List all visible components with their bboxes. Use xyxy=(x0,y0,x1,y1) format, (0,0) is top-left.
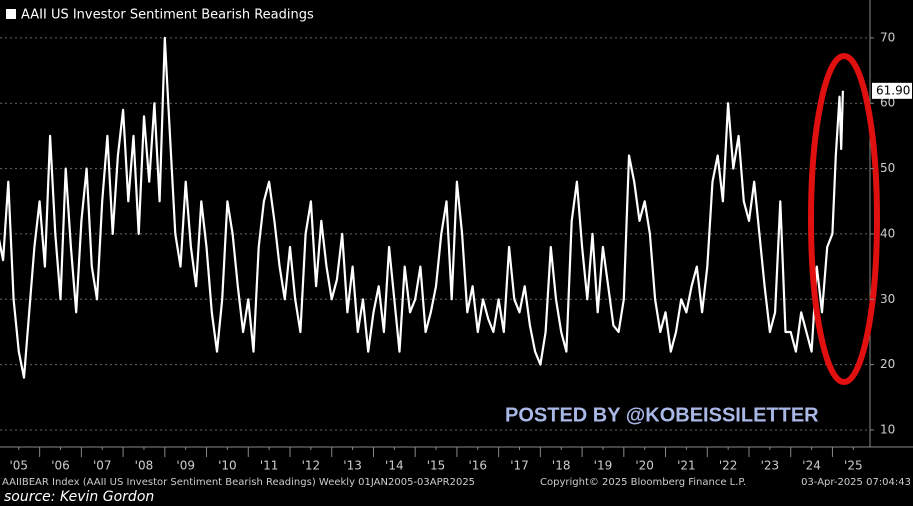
x-tick-label: '13 xyxy=(343,459,362,473)
source: source: Kevin Gordon xyxy=(4,489,154,505)
y-tick-label: 20 xyxy=(880,357,895,371)
last-value-box xyxy=(872,82,912,99)
x-tick-label: '15 xyxy=(427,459,446,473)
y-tick-label: 10 xyxy=(880,422,895,436)
y-tick-label: 40 xyxy=(880,226,895,240)
x-tick-label: '18 xyxy=(552,459,571,473)
x-tick-label: '19 xyxy=(594,459,613,473)
series-line xyxy=(0,36,844,379)
last-value-label: 61.90 xyxy=(876,83,910,97)
y-tick-label: 30 xyxy=(880,292,895,306)
x-tick-label: '24 xyxy=(802,459,821,473)
x-tick-label: '09 xyxy=(176,459,195,473)
x-tick-label: '20 xyxy=(635,459,654,473)
y-tick-label: 50 xyxy=(880,161,895,175)
footer-copyright: Copyright© 2025 Bloomberg Finance L.P. xyxy=(540,477,746,488)
x-tick-label: '11 xyxy=(260,459,279,473)
footer-timestamp: 03-Apr-2025 07:04:43 xyxy=(801,477,911,488)
x-tick-label: '07 xyxy=(93,459,112,473)
x-tick-label: '25 xyxy=(844,459,863,473)
x-tick-label: '21 xyxy=(677,459,696,473)
legend-box xyxy=(0,2,298,30)
legend-swatch xyxy=(6,9,16,19)
x-tick-label: '05 xyxy=(9,459,28,473)
x-tick-label: '17 xyxy=(510,459,529,473)
x-tick-label: '14 xyxy=(385,459,404,473)
y-tick-label: 70 xyxy=(880,30,895,44)
x-tick-label: '10 xyxy=(218,459,237,473)
x-tick-label: '12 xyxy=(302,459,321,473)
footer-index: AAIIBEAR Index (AAII US Investor Sentime… xyxy=(2,477,475,488)
legend-label: AAII US Investor Sentiment Bearish Readi… xyxy=(21,8,314,23)
x-tick-label: '22 xyxy=(719,459,738,473)
plot xyxy=(0,36,844,379)
x-tick-label: '23 xyxy=(761,459,780,473)
grid xyxy=(0,37,870,431)
watermark: POSTED BY @KOBEISSILETTER xyxy=(505,404,819,426)
x-tick-label: '08 xyxy=(135,459,154,473)
y-tick-label: 60 xyxy=(880,96,895,110)
x-tick-label: '16 xyxy=(468,459,487,473)
x-tick-label: '06 xyxy=(51,459,70,473)
highlight-ellipse xyxy=(808,53,880,385)
